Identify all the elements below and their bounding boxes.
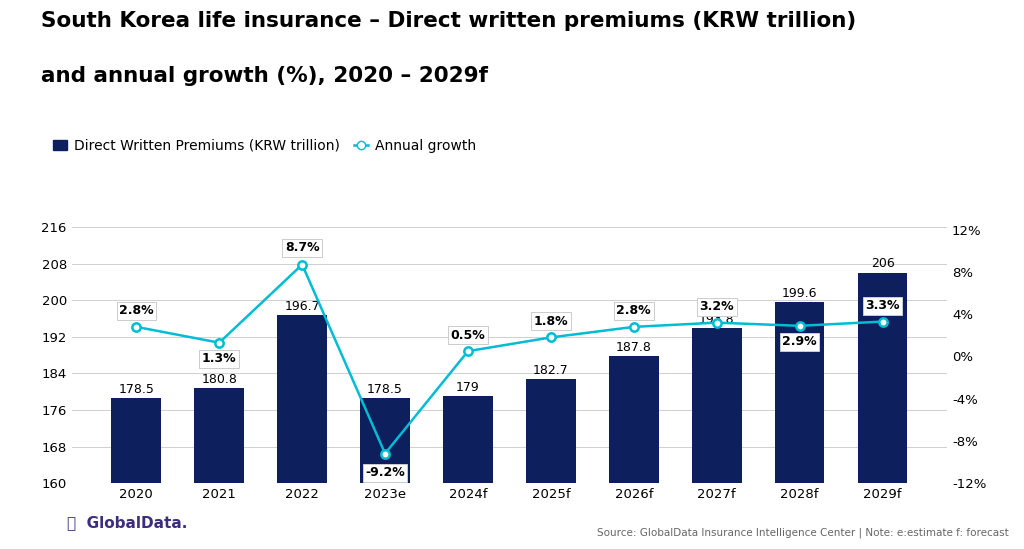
- Bar: [112, 399, 161, 549]
- Text: 193.8: 193.8: [699, 313, 734, 326]
- Bar: [775, 302, 824, 549]
- Bar: [360, 399, 410, 549]
- Text: 0.5%: 0.5%: [451, 329, 485, 341]
- Text: 3.3%: 3.3%: [865, 299, 900, 312]
- Text: 178.5: 178.5: [368, 383, 403, 396]
- Text: 199.6: 199.6: [782, 287, 817, 300]
- Text: 3.2%: 3.2%: [699, 300, 734, 313]
- Bar: [526, 379, 575, 549]
- Text: and annual growth (%), 2020 – 2029f: and annual growth (%), 2020 – 2029f: [41, 66, 488, 86]
- Text: -9.2%: -9.2%: [366, 466, 404, 479]
- Text: Source: GlobalData Insurance Intelligence Center | Note: e:estimate f: forecast: Source: GlobalData Insurance Intelligenc…: [597, 528, 1009, 538]
- Text: 187.8: 187.8: [615, 340, 651, 354]
- Text: 2.9%: 2.9%: [782, 335, 817, 348]
- Bar: [195, 388, 244, 549]
- Text: ⓘ  GlobalData.: ⓘ GlobalData.: [67, 515, 187, 530]
- Text: 179: 179: [456, 381, 480, 394]
- Text: 206: 206: [870, 257, 894, 270]
- Text: 2.8%: 2.8%: [119, 304, 154, 317]
- Text: 2.8%: 2.8%: [616, 304, 651, 317]
- Bar: [443, 396, 493, 549]
- Text: 1.3%: 1.3%: [202, 352, 237, 365]
- Text: 178.5: 178.5: [119, 383, 155, 396]
- Text: 1.8%: 1.8%: [534, 315, 568, 328]
- Bar: [278, 315, 327, 549]
- Bar: [858, 273, 907, 549]
- Text: 8.7%: 8.7%: [285, 241, 319, 254]
- Legend: Direct Written Premiums (KRW trillion), Annual growth: Direct Written Premiums (KRW trillion), …: [48, 133, 481, 158]
- Text: 182.7: 182.7: [534, 364, 568, 377]
- Text: 196.7: 196.7: [285, 300, 319, 313]
- Bar: [692, 328, 741, 549]
- Text: South Korea life insurance – Direct written premiums (KRW trillion): South Korea life insurance – Direct writ…: [41, 11, 856, 31]
- Text: 180.8: 180.8: [202, 373, 238, 385]
- Bar: [609, 356, 658, 549]
